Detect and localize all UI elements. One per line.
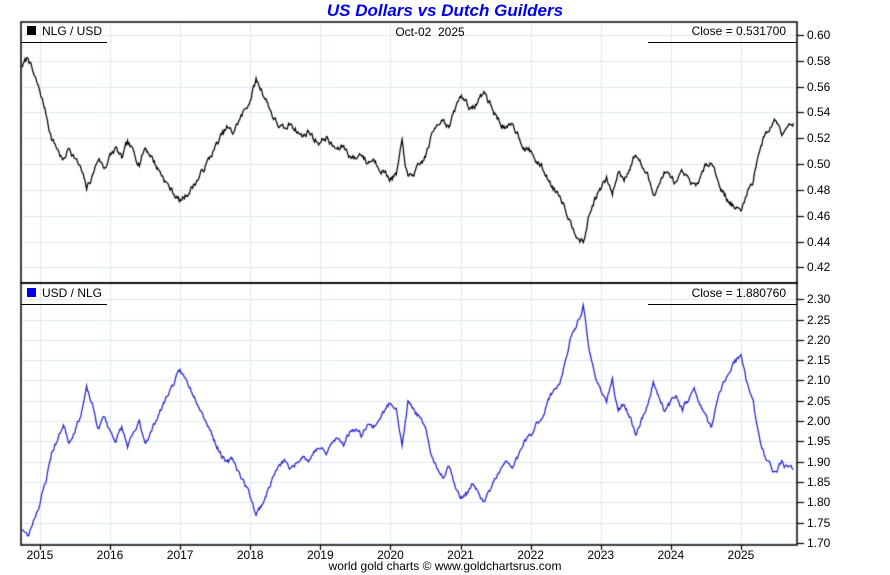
y-axis-tick-label: 0.60 (807, 27, 831, 42)
x-axis-tick-label: 2018 (236, 548, 264, 562)
y-axis-tick-label: 1.90 (807, 454, 831, 469)
y-axis-tick-label: 0.52 (807, 131, 831, 146)
x-axis-tick-label: 2025 (727, 548, 755, 562)
y-axis-tick-label: 1.95 (807, 434, 831, 449)
legend-label-nlg-usd: NLG / USD (42, 24, 103, 38)
y-axis-tick-label: 0.50 (807, 157, 831, 172)
footer-credit: world gold charts © www.goldchartsrus.co… (328, 559, 562, 573)
legend-swatch-usd-nlg (27, 288, 36, 297)
x-axis-tick-label: 2019 (306, 548, 334, 562)
y-axis-tick-label: 0.54 (807, 105, 831, 120)
x-axis-tick-label: 2021 (447, 548, 474, 562)
y-axis-tick-label: 1.75 (807, 515, 831, 530)
y-axis-tick-label: 0.46 (807, 208, 831, 223)
x-axis-tick-label: 2020 (377, 548, 404, 562)
close-value-usd-nlg: Close = 1.880760 (691, 286, 786, 300)
legend-underline (21, 304, 107, 305)
close-underline (648, 42, 797, 43)
y-axis-tick-label: 2.00 (807, 414, 831, 429)
y-axis-tick-label: 2.05 (807, 393, 831, 408)
y-axis-tick-label: 2.15 (807, 353, 831, 368)
x-axis-tick-label: 2024 (657, 548, 685, 562)
x-axis-tick-label: 2022 (517, 548, 544, 562)
legend-swatch-nlg-usd (27, 26, 36, 35)
y-axis-tick-label: 2.20 (807, 332, 831, 347)
y-axis-tick-label: 0.44 (807, 234, 831, 249)
y-axis-tick-label: 2.25 (807, 312, 831, 327)
y-axis-tick-label: 0.48 (807, 182, 831, 197)
x-axis-tick-label: 2017 (166, 548, 194, 562)
close-underline (648, 304, 797, 305)
page-title: US Dollars vs Dutch Guilders (326, 1, 564, 20)
y-axis-tick-label: 0.58 (807, 53, 831, 68)
y-axis-tick-label: 1.80 (807, 495, 831, 510)
y-axis-tick-label: 0.56 (807, 79, 831, 94)
date-label: Oct-02 2025 (395, 25, 465, 39)
y-axis-tick-label: 0.42 (807, 260, 831, 275)
y-axis-tick-label: 1.70 (807, 535, 831, 550)
close-value-nlg-usd: Close = 0.531700 (691, 24, 786, 38)
x-axis-tick-label: 2016 (96, 548, 124, 562)
x-axis-tick-label: 2015 (26, 548, 54, 562)
legend-underline (21, 42, 107, 43)
y-axis-tick-label: 1.85 (807, 475, 831, 490)
y-axis-tick-label: 2.10 (807, 373, 831, 388)
legend-label-usd-nlg: USD / NLG (42, 286, 103, 300)
x-axis-tick-label: 2023 (587, 548, 615, 562)
y-axis-tick-label: 2.30 (807, 292, 831, 307)
